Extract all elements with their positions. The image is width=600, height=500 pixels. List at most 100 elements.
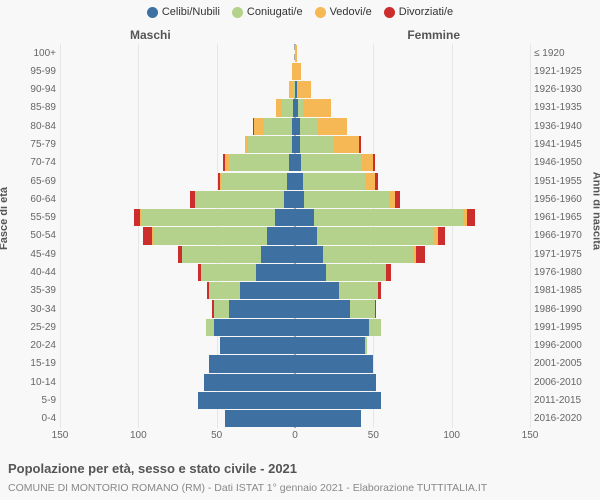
bar-segment bbox=[284, 191, 295, 208]
female-bar bbox=[295, 209, 475, 226]
bar-segment bbox=[303, 173, 366, 190]
bar-segment bbox=[359, 136, 361, 153]
bar-segment bbox=[201, 264, 256, 281]
legend-swatch bbox=[384, 7, 395, 18]
x-tick: 150 bbox=[522, 430, 539, 441]
bar-segment bbox=[261, 246, 295, 263]
bar-segment bbox=[300, 118, 319, 135]
age-label: 75-79 bbox=[0, 135, 56, 153]
female-bar bbox=[295, 136, 361, 153]
bar-segment bbox=[254, 118, 263, 135]
male-half bbox=[60, 410, 295, 428]
x-tick: 0 bbox=[292, 430, 298, 441]
female-half bbox=[295, 263, 530, 281]
bar-segment bbox=[375, 173, 378, 190]
female-half bbox=[295, 355, 530, 373]
male-half bbox=[60, 44, 295, 62]
bar-segment bbox=[229, 300, 295, 317]
bar-segment bbox=[303, 99, 331, 116]
male-half bbox=[60, 172, 295, 190]
age-label: 90-94 bbox=[0, 81, 56, 99]
male-half bbox=[60, 391, 295, 409]
x-tick: 100 bbox=[130, 430, 147, 441]
female-bar bbox=[295, 81, 311, 98]
male-half bbox=[60, 263, 295, 281]
bar-segment bbox=[326, 264, 386, 281]
female-half bbox=[295, 300, 530, 318]
x-axis: 15010050050100150 bbox=[60, 430, 530, 444]
female-bar bbox=[295, 118, 347, 135]
bar-segment bbox=[365, 337, 367, 354]
birthyear-label: 1936-1940 bbox=[534, 117, 600, 135]
bar-row bbox=[60, 117, 530, 135]
female-bar bbox=[295, 355, 373, 372]
male-bar bbox=[225, 410, 296, 427]
age-label: 10-14 bbox=[0, 373, 56, 391]
female-half bbox=[295, 245, 530, 263]
bar-segment bbox=[295, 191, 304, 208]
bar-segment bbox=[438, 227, 446, 244]
bar-segment bbox=[214, 319, 295, 336]
age-label: 0-4 bbox=[0, 410, 56, 428]
bar-row bbox=[60, 99, 530, 117]
bar-segment bbox=[361, 154, 374, 171]
age-label: 20-24 bbox=[0, 337, 56, 355]
male-half bbox=[60, 337, 295, 355]
male-bar bbox=[207, 282, 295, 299]
age-label: 80-84 bbox=[0, 117, 56, 135]
bar-segment bbox=[395, 191, 400, 208]
female-bar bbox=[295, 300, 376, 317]
bar-row bbox=[60, 209, 530, 227]
bar-segment bbox=[275, 209, 295, 226]
male-bar bbox=[218, 173, 295, 190]
female-half bbox=[295, 410, 530, 428]
male-bar bbox=[206, 319, 295, 336]
bar-segment bbox=[256, 264, 295, 281]
x-tick: 100 bbox=[443, 430, 460, 441]
female-bar bbox=[295, 246, 425, 263]
age-label: 95-99 bbox=[0, 62, 56, 80]
female-bar bbox=[295, 63, 301, 80]
chart-subtitle: COMUNE DI MONTORIO ROMANO (RM) - Dati IS… bbox=[8, 482, 487, 494]
bar-segment bbox=[295, 209, 314, 226]
legend-item: Vedovi/e bbox=[315, 6, 372, 18]
male-bar bbox=[134, 209, 295, 226]
female-half bbox=[295, 154, 530, 172]
age-label: 15-19 bbox=[0, 355, 56, 373]
bar-segment bbox=[298, 81, 311, 98]
female-half bbox=[295, 391, 530, 409]
bar-segment bbox=[229, 154, 289, 171]
birthyear-label: ≤ 1920 bbox=[534, 44, 600, 62]
birthyear-label: 1991-1995 bbox=[534, 318, 600, 336]
female-half bbox=[295, 282, 530, 300]
female-bar bbox=[295, 99, 331, 116]
female-half bbox=[295, 190, 530, 208]
birthyear-label: 1986-1990 bbox=[534, 300, 600, 318]
bar-segment bbox=[295, 355, 373, 372]
bar-segment bbox=[295, 63, 301, 80]
male-bar bbox=[212, 300, 295, 317]
birthyear-label: 1981-1985 bbox=[534, 282, 600, 300]
bar-segment bbox=[295, 374, 376, 391]
female-label: Femmine bbox=[407, 28, 460, 42]
bar-row bbox=[60, 245, 530, 263]
bar-segment bbox=[301, 154, 361, 171]
bar-segment bbox=[209, 355, 295, 372]
male-half bbox=[60, 81, 295, 99]
female-bar bbox=[295, 264, 391, 281]
female-half bbox=[295, 62, 530, 80]
bar-segment bbox=[248, 136, 292, 153]
age-label: 100+ bbox=[0, 44, 56, 62]
female-half bbox=[295, 81, 530, 99]
birthyear-label: 2016-2020 bbox=[534, 410, 600, 428]
bar-row bbox=[60, 44, 530, 62]
legend-swatch bbox=[147, 7, 158, 18]
bar-row bbox=[60, 318, 530, 336]
legend: Celibi/NubiliConiugati/eVedovi/eDivorzia… bbox=[0, 6, 600, 18]
birthyear-label: 1996-2000 bbox=[534, 337, 600, 355]
female-half bbox=[295, 227, 530, 245]
female-bar bbox=[295, 374, 376, 391]
female-half bbox=[295, 44, 530, 62]
bar-segment bbox=[314, 209, 463, 226]
female-half bbox=[295, 337, 530, 355]
